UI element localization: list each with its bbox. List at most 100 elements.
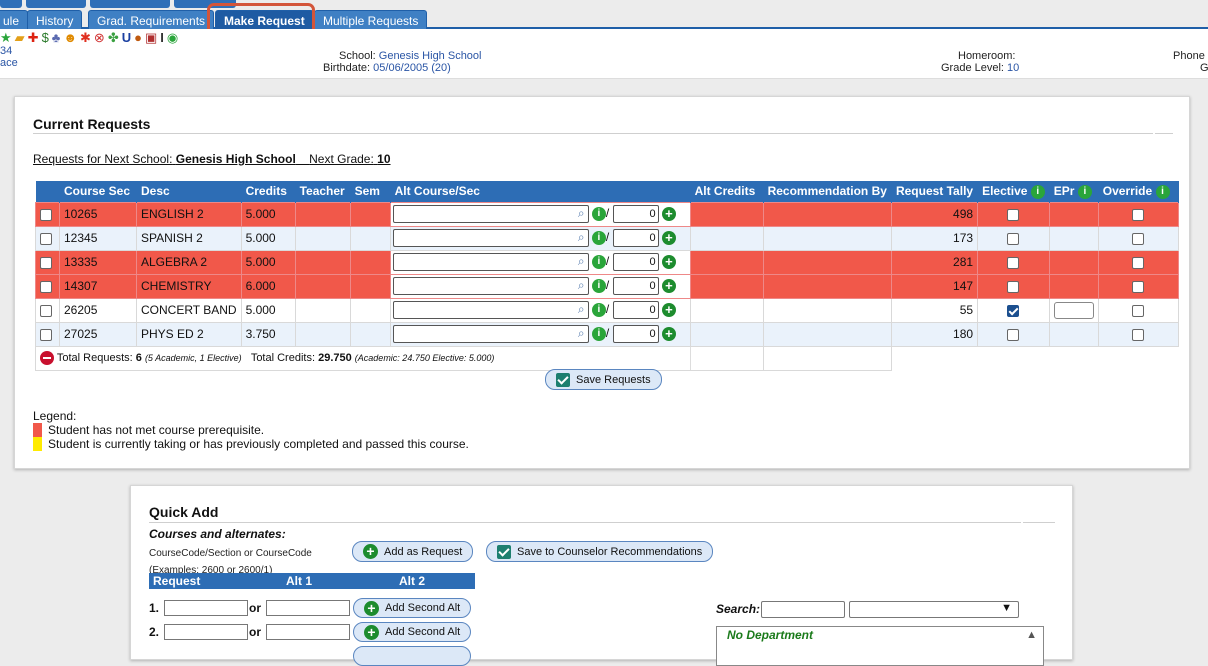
- people-icon[interactable]: ♣: [51, 30, 61, 45]
- alt-course-input[interactable]: ⌕: [392, 277, 589, 295]
- scroll-up-icon[interactable]: ▲: [1026, 629, 1037, 641]
- star-icon[interactable]: ★: [0, 30, 12, 45]
- alt1-input[interactable]: [266, 624, 350, 640]
- row-select-checkbox[interactable]: [40, 232, 52, 245]
- col-teacher[interactable]: Teacher: [295, 181, 351, 202]
- col-epr[interactable]: EPr i: [1049, 181, 1099, 202]
- search-icon[interactable]: ⌕: [577, 254, 585, 268]
- override-info-icon[interactable]: i: [1155, 184, 1170, 199]
- burst-icon[interactable]: ✱: [80, 30, 91, 45]
- elective-checkbox[interactable]: [1007, 280, 1020, 293]
- add-second-alt-button[interactable]: + Add Second Alt: [353, 598, 472, 618]
- tab-grad-requirements[interactable]: Grad. Requirements: [88, 10, 215, 29]
- bus-icon[interactable]: ▣: [144, 30, 158, 45]
- request-input[interactable]: [164, 600, 248, 616]
- search-icon[interactable]: ⌕: [577, 302, 585, 316]
- alt1-input[interactable]: [266, 600, 350, 616]
- remove-request-icon[interactable]: [40, 351, 54, 365]
- add-second-alt-button-partial[interactable]: [353, 646, 471, 666]
- search-icon[interactable]: ⌕: [577, 230, 585, 244]
- face-icon[interactable]: ☻: [63, 30, 78, 45]
- elective-info-icon[interactable]: i: [1030, 184, 1045, 199]
- info-icon[interactable]: i: [591, 231, 606, 245]
- alt-count-input[interactable]: 0: [612, 325, 659, 343]
- department-select[interactable]: ▼: [849, 601, 1019, 618]
- row-select-checkbox[interactable]: [40, 304, 52, 317]
- alt-count-input[interactable]: 0: [612, 253, 659, 271]
- info-i-icon[interactable]: I: [160, 30, 164, 45]
- medical-cross-icon[interactable]: ✚: [27, 30, 39, 45]
- add-as-request-button[interactable]: + Add as Request: [352, 541, 474, 562]
- alt-course-input[interactable]: ⌕: [392, 301, 589, 319]
- department-name: No Department: [727, 628, 814, 642]
- info-icon[interactable]: i: [591, 303, 606, 317]
- add-alt-icon[interactable]: +: [661, 279, 676, 293]
- department-list[interactable]: No Department ▲: [716, 626, 1044, 666]
- add-alt-icon[interactable]: +: [661, 327, 676, 341]
- col-elective[interactable]: Elective i: [977, 181, 1050, 202]
- add-alt-icon[interactable]: +: [661, 255, 676, 269]
- info-icon[interactable]: i: [591, 207, 606, 221]
- add-alt-icon[interactable]: +: [661, 303, 676, 317]
- override-checkbox[interactable]: [1132, 256, 1145, 269]
- save-requests-button[interactable]: Save Requests: [545, 369, 662, 390]
- info-icon[interactable]: i: [591, 327, 606, 341]
- block-icon[interactable]: ⊗: [93, 30, 105, 45]
- course-sec-cell: 12345: [59, 225, 137, 251]
- puzzle-icon[interactable]: ✤: [107, 30, 119, 45]
- override-checkbox[interactable]: [1132, 232, 1145, 245]
- search-icon[interactable]: ⌕: [577, 278, 585, 292]
- alt-course-input[interactable]: ⌕: [392, 229, 589, 247]
- epr-info-icon[interactable]: i: [1077, 184, 1092, 199]
- alt-count-input[interactable]: 0: [612, 229, 659, 247]
- col-recommendation-by[interactable]: Recommendation By: [763, 181, 892, 202]
- col-request-tally[interactable]: Request Tally: [891, 181, 979, 202]
- money-icon[interactable]: $: [41, 30, 49, 45]
- tab-multiple-requests[interactable]: Multiple Requests: [314, 10, 428, 29]
- alt-count-input[interactable]: 0: [612, 277, 659, 295]
- elective-checkbox[interactable]: [1007, 304, 1020, 317]
- alt-count-input[interactable]: 0: [612, 205, 659, 223]
- col-alt-credits[interactable]: Alt Credits: [690, 181, 764, 202]
- row-select-checkbox[interactable]: [40, 208, 52, 221]
- tab-make-request[interactable]: Make Request: [215, 10, 314, 29]
- override-checkbox[interactable]: [1132, 304, 1145, 317]
- col-course-sec[interactable]: Course Sec: [59, 181, 137, 202]
- elective-checkbox[interactable]: [1007, 256, 1020, 269]
- request-input[interactable]: [164, 624, 248, 640]
- search-icon[interactable]: ⌕: [577, 206, 585, 220]
- refresh-icon[interactable]: ◉: [166, 30, 179, 45]
- col-alt-course-sec[interactable]: Alt Course/Sec: [390, 181, 691, 202]
- ball-icon[interactable]: ●: [134, 30, 142, 45]
- elective-checkbox[interactable]: [1007, 208, 1020, 221]
- elective-checkbox[interactable]: [1007, 328, 1020, 341]
- epr-input[interactable]: [1053, 301, 1094, 319]
- override-checkbox[interactable]: [1132, 208, 1145, 221]
- search-input[interactable]: [761, 601, 845, 618]
- tab-schedule[interactable]: ule: [0, 10, 29, 29]
- col-credits[interactable]: Credits: [241, 181, 296, 202]
- col-sem[interactable]: Sem: [350, 181, 391, 202]
- alt-course-input[interactable]: ⌕: [392, 253, 589, 271]
- alt-course-input[interactable]: ⌕: [392, 205, 589, 223]
- tab-history[interactable]: History: [27, 10, 83, 29]
- u-icon[interactable]: U: [121, 30, 132, 45]
- alt-course-input[interactable]: ⌕: [392, 325, 589, 343]
- col-desc[interactable]: Desc: [136, 181, 242, 202]
- add-alt-icon[interactable]: +: [661, 207, 676, 221]
- add-alt-icon[interactable]: +: [661, 231, 676, 245]
- row-select-checkbox[interactable]: [40, 256, 52, 269]
- folder-icon[interactable]: ▰: [14, 30, 25, 45]
- override-checkbox[interactable]: [1132, 328, 1145, 341]
- elective-checkbox[interactable]: [1007, 232, 1020, 245]
- row-select-checkbox[interactable]: [40, 280, 52, 293]
- col-override[interactable]: Override i: [1098, 181, 1179, 202]
- row-select-checkbox[interactable]: [40, 328, 52, 341]
- add-second-alt-button[interactable]: + Add Second Alt: [353, 622, 472, 642]
- info-icon[interactable]: i: [591, 255, 606, 269]
- search-icon[interactable]: ⌕: [577, 326, 585, 340]
- override-checkbox[interactable]: [1132, 280, 1145, 293]
- info-icon[interactable]: i: [591, 279, 606, 293]
- save-to-counselor-button[interactable]: Save to Counselor Recommendations: [486, 541, 714, 562]
- alt-count-input[interactable]: 0: [612, 301, 659, 319]
